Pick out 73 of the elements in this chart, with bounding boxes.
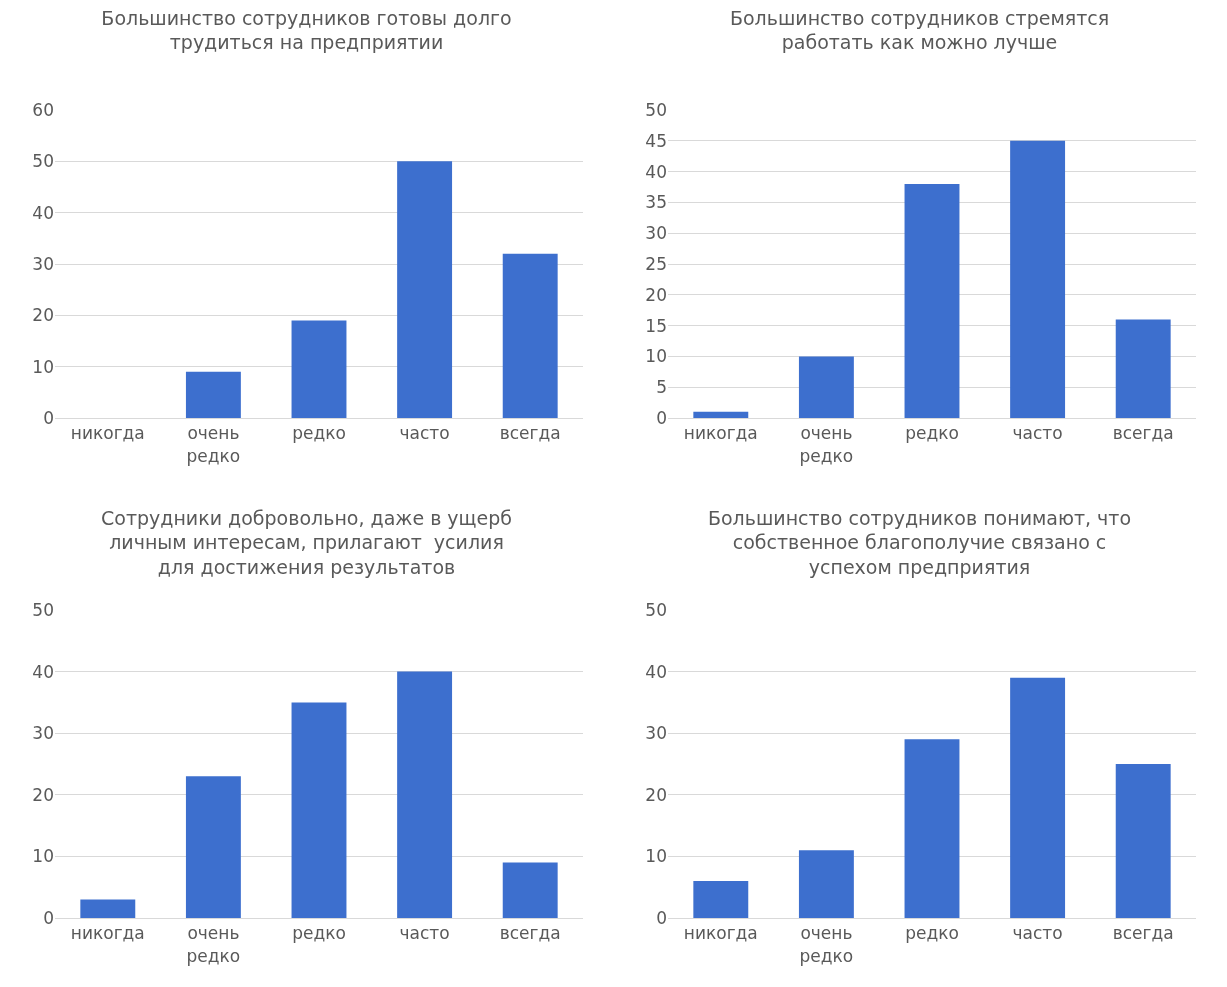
- bar: [502, 253, 558, 418]
- bar: [502, 862, 558, 918]
- y-tick-label: 50: [32, 599, 54, 620]
- bar: [904, 183, 960, 418]
- bar: [397, 671, 453, 918]
- y-tick-label: 50: [645, 99, 667, 120]
- y-tick-label: 0: [656, 907, 667, 928]
- y-tick-label: 30: [32, 253, 54, 274]
- chart-title: Большинство сотрудников понимают, что собственное благополучие связано с успехом предприятия: [707, 506, 1132, 579]
- x-tick-label: всегда: [1112, 423, 1174, 444]
- x-tick-label: редко: [905, 423, 959, 444]
- bar: [1115, 764, 1171, 918]
- x-tick-label: никогда: [683, 423, 758, 444]
- y-tick-label: 10: [645, 346, 667, 367]
- x-tick-label: очень редко: [799, 423, 854, 466]
- bar: [693, 411, 749, 418]
- bar: [693, 881, 749, 918]
- chart-title: Большинство сотрудников готовы долго трудиться на предприятии: [101, 6, 512, 54]
- bar: [798, 356, 854, 418]
- x-tick-label: никогда: [683, 923, 758, 944]
- bar: [1115, 319, 1171, 418]
- x-tick-label: редко: [905, 923, 959, 944]
- y-tick-label: 30: [645, 723, 667, 744]
- x-tick-label: часто: [399, 423, 450, 444]
- y-tick-label: 20: [645, 284, 667, 305]
- y-tick-label: 40: [32, 661, 54, 682]
- bar: [185, 371, 241, 418]
- x-tick-label: очень редко: [186, 923, 241, 966]
- x-tick-label: часто: [399, 923, 450, 944]
- y-tick-label: 0: [43, 907, 54, 928]
- x-tick-label: никогда: [70, 423, 145, 444]
- x-tick-label: никогда: [70, 923, 145, 944]
- chart-title: Большинство сотрудников стремятся работать как можно лучше: [729, 6, 1110, 54]
- y-tick-label: 30: [32, 723, 54, 744]
- x-tick-label: всегда: [499, 423, 561, 444]
- x-tick-label: очень редко: [186, 423, 241, 466]
- y-tick-label: 25: [645, 253, 667, 274]
- y-tick-label: 50: [32, 151, 54, 172]
- x-tick-label: всегда: [1112, 923, 1174, 944]
- bar: [291, 702, 347, 918]
- bar: [1010, 140, 1066, 418]
- y-tick-label: 5: [656, 377, 667, 398]
- x-tick-label: редко: [292, 923, 346, 944]
- bar: [80, 899, 136, 918]
- y-tick-label: 0: [656, 407, 667, 428]
- y-tick-label: 40: [645, 661, 667, 682]
- y-tick-label: 20: [32, 305, 54, 326]
- y-tick-label: 50: [645, 599, 667, 620]
- y-tick-label: 20: [645, 784, 667, 805]
- y-tick-label: 30: [645, 223, 667, 244]
- y-tick-label: 40: [32, 202, 54, 223]
- bar: [397, 161, 453, 418]
- bar: [291, 320, 347, 418]
- y-tick-label: 15: [645, 315, 667, 336]
- y-tick-label: 60: [32, 99, 54, 120]
- y-tick-label: 40: [645, 161, 667, 182]
- y-tick-label: 45: [645, 130, 667, 151]
- chart-title: Сотрудники добровольно, даже в ущерб личным интересам, прилагают усилия для достижения результатов: [101, 506, 512, 579]
- y-tick-label: 10: [32, 846, 54, 867]
- x-tick-label: очень редко: [799, 923, 854, 966]
- y-tick-label: 35: [645, 192, 667, 213]
- x-tick-label: часто: [1012, 923, 1063, 944]
- y-tick-label: 10: [645, 846, 667, 867]
- y-tick-label: 10: [32, 356, 54, 377]
- y-tick-label: 0: [43, 407, 54, 428]
- bar: [904, 739, 960, 918]
- y-tick-label: 20: [32, 784, 54, 805]
- bar: [1010, 677, 1066, 918]
- x-tick-label: всегда: [499, 923, 561, 944]
- bar: [798, 850, 854, 918]
- bar: [185, 776, 241, 918]
- x-tick-label: редко: [292, 423, 346, 444]
- x-tick-label: часто: [1012, 423, 1063, 444]
